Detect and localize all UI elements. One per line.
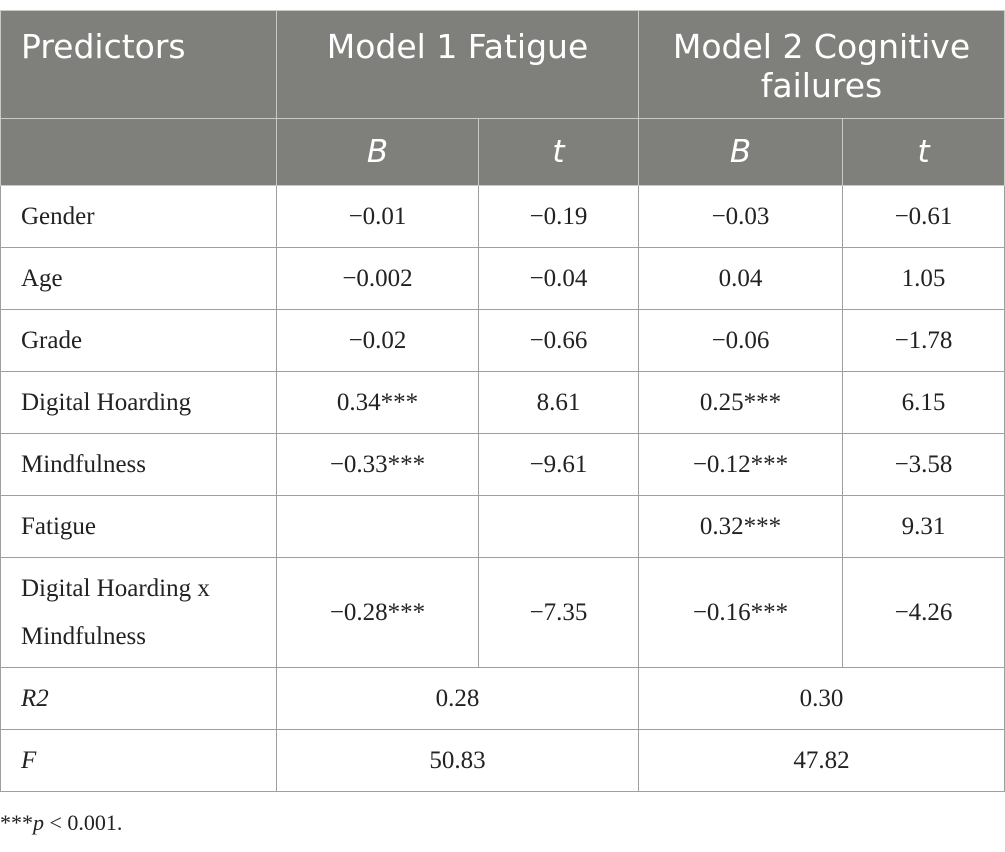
row-label: Digital Hoarding x Mindfulness [0,557,277,668]
row-label: Fatigue [0,495,277,558]
cell-m1-t: 8.61 [477,371,640,434]
subheader-m2-b: B [638,118,844,186]
cell-m2-summary: 47.82 [638,729,1005,792]
row-label: Mindfulness [0,433,277,496]
table-row-gender: Gender −0.01 −0.19 −0.03 −0.61 [0,185,1005,248]
cell-m2-b: −0.12*** [638,433,844,496]
cell-m1-summary: 0.28 [275,667,640,730]
table-row-interaction: Digital Hoarding x Mindfulness −0.28*** … [0,557,1005,668]
cell-m2-t: −3.58 [842,433,1005,496]
row-label: Grade [0,309,277,372]
table-row-fatigue: Fatigue 0.32*** 9.31 [0,495,1005,558]
cell-m1-t: −7.35 [477,557,640,668]
cell-m2-b: −0.06 [638,309,844,372]
cell-m1-b [276,495,479,558]
table-row-digital-hoarding: Digital Hoarding 0.34*** 8.61 0.25*** 6.… [0,371,1005,434]
header-row: Predictors Model 1 Fatigue Model 2 Cogni… [0,10,1005,119]
cell-m2-b: 0.04 [638,247,844,310]
cell-m1-b: −0.02 [276,309,479,372]
cell-m2-b: −0.16*** [638,557,844,668]
subheader-row: B t B t [0,118,1005,186]
cell-m1-b: −0.002 [276,247,479,310]
cell-m2-summary: 0.30 [638,667,1005,730]
header-model-1: Model 1 Fatigue [275,10,640,119]
cell-m2-t: −0.61 [842,185,1005,248]
cell-m2-t: 9.31 [842,495,1005,558]
cell-m1-b: −0.28*** [276,557,479,668]
table-row-grade: Grade −0.02 −0.66 −0.06 −1.78 [0,309,1005,372]
cell-m2-t: −4.26 [842,557,1005,668]
cell-m2-t: 1.05 [842,247,1005,310]
table-row-f: F 50.83 47.82 [0,729,1005,792]
row-label: Digital Hoarding [0,371,277,434]
header-predictors: Predictors [0,10,277,119]
footnote-stars: *** [0,810,33,835]
cell-m1-t: −0.04 [477,247,640,310]
cell-m2-b: 0.25*** [638,371,844,434]
regression-table: Predictors Model 1 Fatigue Model 2 Cogni… [0,10,1005,792]
row-label: Gender [0,185,277,248]
table-row-mindfulness: Mindfulness −0.33*** −9.61 −0.12*** −3.5… [0,433,1005,496]
subheader-m2-t: t [842,118,1005,186]
row-label: R2 [0,667,277,730]
cell-m1-t: −9.61 [477,433,640,496]
cell-m1-summary: 50.83 [275,729,640,792]
subheader-m1-t: t [477,118,640,186]
table-row-age: Age −0.002 −0.04 0.04 1.05 [0,247,1005,310]
row-label: F [0,729,277,792]
cell-m2-t: −1.78 [842,309,1005,372]
cell-m1-t: −0.66 [477,309,640,372]
table-footnote: ***p < 0.001. [0,810,122,836]
subheader-empty [0,118,277,186]
footnote-text: < 0.001. [44,810,123,835]
subheader-m1-b: B [276,118,479,186]
cell-m2-b: −0.03 [638,185,844,248]
footnote-p: p [33,810,44,835]
cell-m2-t: 6.15 [842,371,1005,434]
cell-m1-t [477,495,640,558]
header-model-2: Model 2 Cognitive failures [638,10,1005,119]
cell-m2-b: 0.32*** [638,495,844,558]
table-row-r2: R2 0.28 0.30 [0,667,1005,730]
cell-m1-t: −0.19 [477,185,640,248]
row-label: Age [0,247,277,310]
cell-m1-b: −0.33*** [276,433,479,496]
cell-m1-b: 0.34*** [276,371,479,434]
cell-m1-b: −0.01 [276,185,479,248]
